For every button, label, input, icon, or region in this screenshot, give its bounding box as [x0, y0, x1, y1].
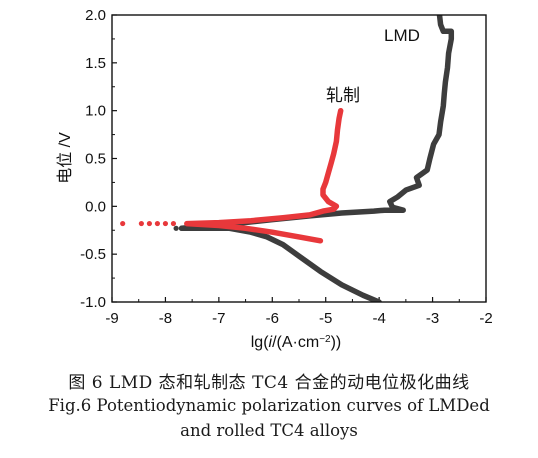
x-tick-label: -9: [105, 310, 118, 327]
figure-caption-chinese: 图 6 LMD 态和轧制态 TC4 合金的动电位极化曲线: [68, 373, 470, 393]
x-axis-label: lg(i/(A·cm−2)): [251, 334, 342, 352]
x-tick-label: -5: [319, 310, 332, 327]
y-axis-label: 电位 /V: [56, 132, 74, 184]
y-tick-label: -0.5: [80, 246, 106, 263]
y-tick-label: 1.5: [85, 55, 106, 72]
polarization-chart: -9 -8 -7 -6 -5 -4 -3 -2-1.0-0.50.00.51.01.52.0 …: [56, 7, 493, 352]
series-label-rolled: 轧制: [326, 86, 360, 105]
series-point-rolled: [170, 220, 177, 227]
axis-ticks: -9 -8 -7 -6 -5 -4 -3 -2 -1.0 -0.5 0.0 0.5 1.0 1.5 2.0: [80, 7, 493, 327]
series-layer: [120, 15, 455, 302]
figure-caption-english-line1: Fig.6 Potentiodynamic polarization curve…: [48, 396, 490, 415]
figure-caption-english-line2: and rolled TC4 alloys: [180, 421, 358, 440]
x-tick-label: -3: [426, 310, 439, 327]
y-tick-label: 1.0: [85, 103, 106, 120]
y-tick-label: 2.0: [85, 7, 106, 24]
y-tick-label: -1.0: [80, 294, 106, 311]
series-point-rolled: [162, 220, 169, 227]
series-label-lmd: LMD: [384, 26, 420, 45]
series-point-rolled: [146, 220, 152, 227]
plot-frame: [111, 14, 487, 303]
series-point-rolled: [138, 220, 144, 227]
x-tick-label: -6: [266, 310, 279, 327]
series-point-rolled: [154, 220, 161, 227]
x-tick-label: -8: [159, 310, 172, 327]
x-tick-label: -4: [372, 310, 385, 327]
series-line-lmd: [178, 15, 455, 302]
y-tick-label: 0.0: [85, 198, 106, 215]
x-tick-label: -7: [212, 310, 225, 327]
series-point-rolled: [120, 220, 126, 227]
series-line-rolled: [184, 107, 344, 244]
y-tick-label: 0.5: [85, 151, 106, 168]
x-tick-label: -2: [479, 310, 492, 327]
series-point-lmd: [173, 225, 179, 231]
